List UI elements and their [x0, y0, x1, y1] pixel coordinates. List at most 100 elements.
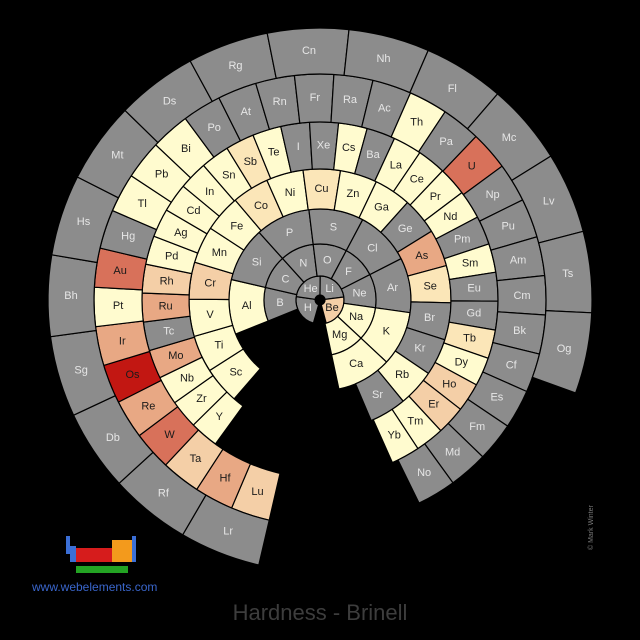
- element-symbol: He: [304, 283, 318, 295]
- element-symbol: Nb: [180, 373, 194, 385]
- element-symbol: Ne: [352, 287, 366, 299]
- element-cell-cm[interactable]: Cm: [496, 274, 547, 316]
- element-symbol: Li: [325, 283, 334, 295]
- element-symbol: Ti: [215, 340, 224, 352]
- element-symbol: Yb: [387, 430, 400, 442]
- element-symbol: Bh: [64, 290, 77, 302]
- element-symbol: Cd: [186, 205, 200, 217]
- element-cell-ts[interactable]: Ts: [537, 230, 593, 314]
- element-symbol: Ta: [190, 453, 203, 465]
- element-symbol: Pm: [454, 234, 471, 246]
- element-symbol: U: [468, 161, 476, 173]
- element-cell-na[interactable]: Na: [336, 302, 377, 340]
- element-symbol: Te: [268, 147, 280, 159]
- element-symbol: Nh: [376, 53, 390, 65]
- element-cell-cn[interactable]: Cn: [266, 27, 350, 80]
- website-link[interactable]: www.webelements.com: [32, 580, 158, 594]
- element-symbol: Fm: [469, 421, 485, 433]
- element-cell-sg[interactable]: Sg: [49, 329, 117, 416]
- element-symbol: Y: [216, 411, 224, 423]
- element-cell-og[interactable]: Og: [531, 309, 593, 394]
- element-cell-os[interactable]: Os: [102, 350, 163, 403]
- element-symbol: Mo: [168, 350, 183, 362]
- element-symbol: Mc: [502, 132, 517, 144]
- element-symbol: Zr: [196, 393, 207, 405]
- element-symbol: Xe: [317, 140, 330, 152]
- element-symbol: Sn: [222, 169, 235, 181]
- element-symbol: Pd: [165, 251, 178, 263]
- element-symbol: At: [241, 106, 251, 118]
- element-symbol: Ba: [366, 149, 380, 161]
- element-symbol: Rh: [160, 275, 174, 287]
- element-symbol: Bk: [513, 325, 526, 337]
- element-symbol: Po: [207, 122, 220, 134]
- element-symbol: Sr: [372, 389, 383, 401]
- element-symbol: Lr: [223, 525, 233, 537]
- element-symbol: Tm: [407, 416, 423, 428]
- element-cell-al[interactable]: Al: [228, 278, 269, 335]
- element-symbol: Og: [557, 343, 572, 355]
- element-symbol: O: [323, 255, 332, 267]
- element-symbol: Gd: [467, 308, 482, 320]
- element-symbol: Ar: [387, 282, 398, 294]
- element-symbol: Cn: [302, 45, 316, 57]
- element-symbol: Ra: [343, 94, 358, 106]
- element-symbol: Rn: [273, 96, 287, 108]
- element-symbol: Sb: [244, 156, 257, 168]
- element-symbol: Eu: [467, 282, 480, 294]
- element-symbol: Fe: [230, 221, 243, 233]
- element-cell-pt[interactable]: Pt: [93, 286, 144, 328]
- element-cell-shape: [531, 309, 593, 394]
- element-symbol: Cr: [204, 278, 216, 290]
- element-symbol: Np: [486, 189, 500, 201]
- element-cell-fr[interactable]: Fr: [293, 73, 335, 124]
- element-symbol: Sm: [462, 257, 479, 269]
- element-symbol: Bi: [181, 143, 191, 155]
- element-symbol: Cm: [513, 290, 530, 302]
- element-symbol: Re: [141, 401, 155, 413]
- element-symbol: No: [417, 467, 431, 479]
- element-cell-h[interactable]: H: [295, 295, 320, 324]
- element-symbol: Hs: [77, 216, 91, 228]
- element-cell-am[interactable]: Am: [490, 236, 546, 282]
- element-cell-no[interactable]: No: [397, 443, 454, 504]
- element-symbol: Cf: [506, 359, 518, 371]
- element-symbol: Os: [125, 369, 140, 381]
- element-symbol: Ga: [374, 202, 390, 214]
- element-symbol: Md: [445, 446, 460, 458]
- element-symbol: Dy: [455, 356, 469, 368]
- element-symbol: Mg: [332, 329, 347, 341]
- element-cell-shape: [397, 443, 454, 504]
- element-cell-ru[interactable]: Ru: [141, 292, 191, 323]
- element-symbol: Ts: [562, 268, 574, 280]
- element-symbol: P: [286, 227, 293, 239]
- element-symbol: La: [390, 159, 403, 171]
- element-symbol: H: [304, 302, 312, 314]
- element-symbol: Fr: [310, 92, 321, 104]
- element-symbol: Mt: [111, 149, 123, 161]
- element-symbol: Pt: [113, 300, 123, 312]
- element-symbol: Br: [424, 312, 435, 324]
- element-symbol: Lu: [251, 486, 263, 498]
- element-cell-bh[interactable]: Bh: [47, 254, 98, 338]
- element-symbol: Ca: [349, 358, 364, 370]
- page-title: Hardness - Brinell: [232, 600, 408, 625]
- element-symbol: Se: [423, 281, 436, 293]
- element-symbol: Lv: [543, 196, 555, 208]
- element-symbol: Rb: [395, 369, 409, 381]
- element-symbol: N: [299, 258, 307, 270]
- element-symbol: Tb: [463, 333, 476, 345]
- element-symbol: Nd: [443, 211, 457, 223]
- element-symbol: Ds: [163, 96, 177, 108]
- element-symbol: Ac: [378, 103, 391, 115]
- element-symbol: Th: [410, 117, 423, 129]
- element-symbol: Ge: [398, 223, 413, 235]
- element-symbol: Rf: [158, 488, 170, 500]
- element-symbol: Al: [242, 300, 252, 312]
- element-symbol: C: [282, 274, 290, 286]
- element-symbol: Zn: [346, 188, 359, 200]
- element-symbol: S: [330, 222, 337, 234]
- element-symbol: Hg: [121, 231, 135, 243]
